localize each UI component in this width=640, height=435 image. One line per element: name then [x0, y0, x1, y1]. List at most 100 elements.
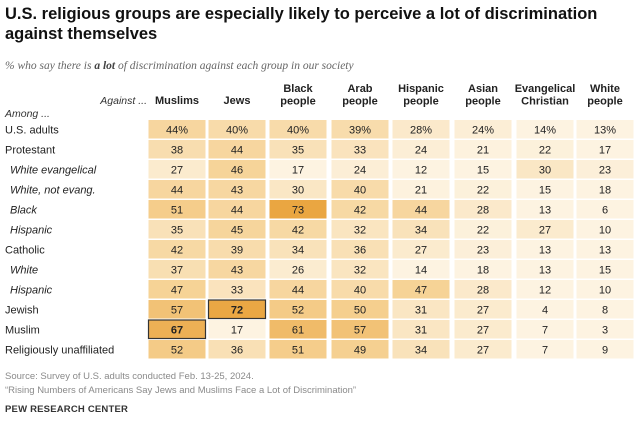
chart-subtitle: % who say there is a lot of discriminati… — [5, 60, 354, 72]
cell-value: 35 — [171, 224, 183, 236]
cell-value: 30 — [539, 164, 551, 176]
cell-value: 10 — [599, 284, 611, 296]
cell-value: 49 — [354, 344, 366, 356]
cell-value: 27 — [171, 164, 183, 176]
heat-cell — [392, 200, 450, 219]
cell-value: 21 — [477, 144, 489, 156]
row-label: Religiously unaffiliated — [5, 344, 114, 356]
source-note: Source: Survey of U.S. adults conducted … — [5, 371, 254, 382]
heat-cell — [331, 340, 389, 359]
heat-cell — [454, 120, 512, 139]
heat-cell — [392, 240, 450, 259]
cell-value: 61 — [292, 324, 304, 336]
heat-cell — [454, 140, 512, 159]
cell-value: 52 — [171, 344, 183, 356]
cell-value: 24% — [472, 124, 494, 136]
heat-cell — [269, 180, 327, 199]
heat-cell — [516, 300, 574, 319]
heat-cell — [331, 220, 389, 239]
cell-value: 44 — [171, 184, 183, 196]
heat-cell — [576, 240, 634, 259]
cell-value: 7 — [542, 324, 548, 336]
report-title: “Rising Numbers of Americans Say Jews an… — [5, 385, 357, 396]
cell-value: 12 — [415, 164, 427, 176]
row-label: Catholic — [5, 244, 45, 256]
cell-value: 33 — [354, 144, 366, 156]
cell-value: 17 — [599, 144, 611, 156]
column-header: Arab people — [342, 83, 377, 108]
heat-cell — [392, 300, 450, 319]
heat-cell — [331, 320, 389, 339]
cell-value: 13 — [539, 264, 551, 276]
cell-value: 27 — [539, 224, 551, 236]
heat-cell — [331, 300, 389, 319]
heat-cell — [576, 160, 634, 179]
cell-value: 14 — [415, 264, 427, 276]
cell-value: 31 — [415, 304, 427, 316]
heat-cell — [576, 220, 634, 239]
heat-cell — [269, 160, 327, 179]
row-label: Jewish — [5, 304, 39, 316]
cell-value: 24 — [354, 164, 366, 176]
heat-cell — [576, 140, 634, 159]
heat-cell — [208, 200, 266, 219]
heat-cell — [576, 200, 634, 219]
chart-title: U.S. religious groups are especially lik… — [5, 5, 598, 43]
cell-value: 26 — [292, 264, 304, 276]
cell-value: 8 — [602, 304, 608, 316]
heat-cell — [454, 260, 512, 279]
cell-value: 37 — [171, 264, 183, 276]
heat-cell — [148, 340, 206, 359]
cell-value: 34 — [415, 344, 427, 356]
cell-value: 15 — [539, 184, 551, 196]
heat-cell — [516, 160, 574, 179]
cell-value: 13% — [594, 124, 616, 136]
cell-value: 36 — [231, 344, 243, 356]
cell-value: 40% — [287, 124, 309, 136]
heat-cell — [269, 240, 327, 259]
heat-cell — [269, 200, 327, 219]
cell-value: 13 — [599, 244, 611, 256]
column-header: Hispanic people — [398, 83, 444, 108]
heat-cell — [516, 200, 574, 219]
cell-value: 43 — [231, 184, 243, 196]
cell-value: 45 — [231, 224, 243, 236]
cell-value: 44 — [292, 284, 304, 296]
row-label: U.S. adults — [5, 124, 59, 136]
cell-value: 22 — [477, 224, 489, 236]
cell-value: 57 — [171, 304, 183, 316]
cell-value: 73 — [292, 204, 304, 216]
heat-cell — [454, 340, 512, 359]
heat-cell — [269, 340, 327, 359]
heat-cell — [516, 140, 574, 159]
heat-cell — [148, 260, 206, 279]
heat-cell — [454, 200, 512, 219]
heat-cell — [269, 260, 327, 279]
cell-value: 3 — [602, 324, 608, 336]
cell-value: 22 — [539, 144, 551, 156]
against-label: Against ... — [99, 95, 147, 107]
heat-cell — [208, 180, 266, 199]
cell-value: 42 — [171, 244, 183, 256]
cell-value: 12 — [539, 284, 551, 296]
heat-cell — [454, 160, 512, 179]
cell-value: 7 — [542, 344, 548, 356]
heat-cell — [516, 320, 574, 339]
heat-cell — [576, 280, 634, 299]
heat-cell — [331, 200, 389, 219]
cell-value: 28% — [410, 124, 432, 136]
heat-cell — [208, 160, 266, 179]
heat-cell — [392, 260, 450, 279]
cell-value: 28 — [477, 284, 489, 296]
cell-value: 13 — [539, 204, 551, 216]
heat-cell — [331, 140, 389, 159]
cell-value: 44 — [231, 144, 243, 156]
cell-value: 13 — [539, 244, 551, 256]
heat-cell — [331, 160, 389, 179]
cell-value: 35 — [292, 144, 304, 156]
heat-cell — [516, 220, 574, 239]
cell-value: 23 — [599, 164, 611, 176]
cell-value: 32 — [354, 224, 366, 236]
heat-cell — [148, 240, 206, 259]
cell-value: 15 — [599, 264, 611, 276]
